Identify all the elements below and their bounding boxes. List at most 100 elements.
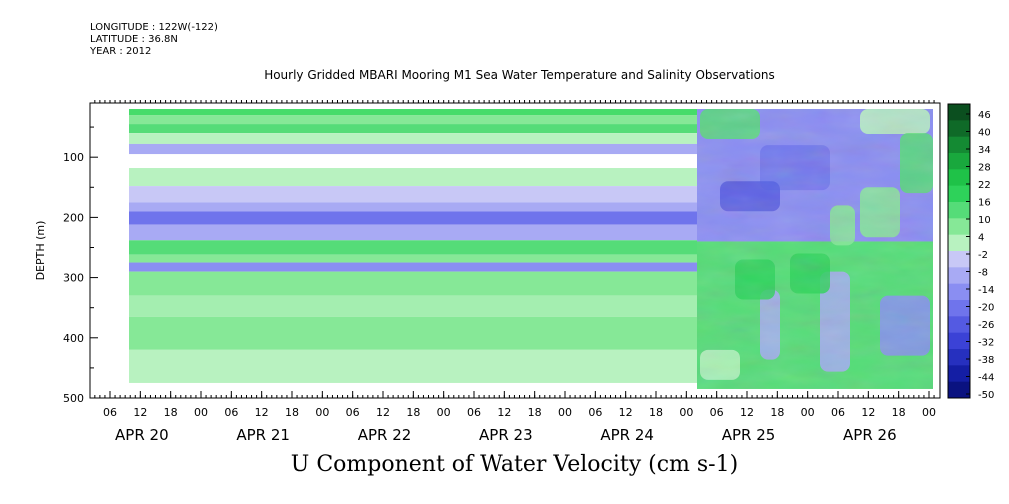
colorbar-swatch-2 <box>948 136 970 154</box>
colorbar-label: 46 <box>978 110 991 121</box>
depth-band-8 <box>129 202 697 212</box>
x-hour-label: 06 <box>710 406 724 419</box>
depth-band-15 <box>129 295 697 317</box>
depth-band-13 <box>129 262 697 272</box>
variable-title: U Component of Water Velocity (cm s-1) <box>290 452 739 477</box>
x-hour-label: 06 <box>467 406 481 419</box>
chart-title: Hourly Gridded MBARI Mooring M1 Sea Wate… <box>264 68 775 82</box>
depth-band-16 <box>129 316 697 350</box>
depth-band-12 <box>129 254 697 263</box>
colorbar-swatch-4 <box>948 169 970 187</box>
colorbar-frame <box>947 103 971 399</box>
y-tick-label-400: 400 <box>63 332 84 345</box>
x-day-label: APR 26 <box>843 426 897 444</box>
x-hour-label: 00 <box>194 406 208 419</box>
x-hour-label: 00 <box>801 406 815 419</box>
metadata-block: LONGITUDE : 122W(-122) LATITUDE : 36.8N … <box>90 22 218 58</box>
colorbar-swatch-15 <box>948 349 970 366</box>
x-hour-label: 12 <box>740 406 754 419</box>
x-hour-label: 12 <box>255 406 269 419</box>
x-day-label: APR 22 <box>358 426 412 444</box>
colorbar-label: 40 <box>978 128 991 139</box>
colorbar-swatch-1 <box>948 120 970 138</box>
depth-band-3 <box>129 133 697 144</box>
year-label: YEAR : 2012 <box>90 46 152 57</box>
x-hour-label: 00 <box>679 406 693 419</box>
colorbar-swatch-0 <box>948 104 970 121</box>
depth-band-4 <box>129 143 697 155</box>
x-day-label: APR 24 <box>600 426 654 444</box>
x-hour-label: 18 <box>164 406 178 419</box>
colorbar-label: 34 <box>978 145 991 156</box>
depth-band-6 <box>129 168 697 187</box>
depth-band-5 <box>129 154 697 169</box>
x-hour-label: 12 <box>376 406 390 419</box>
x-hour-label: 00 <box>315 406 329 419</box>
plot-frame <box>89 102 941 399</box>
colorbar-label: -2 <box>978 250 988 261</box>
colorbar-label: -8 <box>978 268 988 279</box>
depth-band-0 <box>129 109 697 116</box>
depth-band-11 <box>129 240 697 255</box>
colorbar-label: 10 <box>978 215 991 226</box>
colorbar-swatch-7 <box>948 218 970 236</box>
colorbar-swatch-9 <box>948 251 970 268</box>
depth-band-2 <box>129 124 697 134</box>
x-hour-label: 12 <box>861 406 875 419</box>
longitude-label: LONGITUDE : 122W(-122) <box>90 22 218 33</box>
colorbar-label: -38 <box>978 355 994 366</box>
x-hour-label: 12 <box>133 406 147 419</box>
y-tick-label-100: 100 <box>63 151 84 164</box>
colorbar-label: -32 <box>978 338 994 349</box>
depth-band-7 <box>129 186 697 203</box>
colorbar-label: 22 <box>978 180 991 191</box>
x-day-label: APR 20 <box>115 426 169 444</box>
colorbar-label: -26 <box>978 320 994 331</box>
x-hour-label: 06 <box>588 406 602 419</box>
x-hour-label: 12 <box>619 406 633 419</box>
colorbar-swatch-6 <box>948 202 970 219</box>
x-hour-label: 18 <box>649 406 663 419</box>
y-tick-label-300: 300 <box>63 272 84 285</box>
colorbar-swatch-13 <box>948 316 970 334</box>
x-hour-label: 18 <box>285 406 299 419</box>
colorbar-swatch-11 <box>948 283 970 301</box>
x-hour-label: 00 <box>558 406 572 419</box>
x-hour-label: 00 <box>922 406 936 419</box>
x-hour-label: 18 <box>892 406 906 419</box>
y-axis-label: DEPTH (m) <box>34 221 47 281</box>
x-hour-label: 12 <box>497 406 511 419</box>
y-tick-label-500: 500 <box>63 392 84 405</box>
latitude-label: LATITUDE : 36.8N <box>90 34 178 45</box>
colorbar-label: 4 <box>978 233 984 244</box>
x-hour-label: 06 <box>346 406 360 419</box>
x-day-label: APR 21 <box>236 426 290 444</box>
colorbar-swatch-14 <box>948 332 970 350</box>
colorbar-swatch-8 <box>948 234 970 252</box>
velocity-texture <box>697 109 933 389</box>
x-hour-label: 06 <box>103 406 117 419</box>
x-day-label: APR 25 <box>722 426 776 444</box>
depth-band-14 <box>129 271 697 296</box>
colorbar-label: -14 <box>978 285 994 296</box>
depth-band-10 <box>129 224 697 241</box>
colorbar-label: 28 <box>978 163 991 174</box>
depth-band-17 <box>129 349 697 383</box>
x-hour-label: 18 <box>770 406 784 419</box>
colorbar-label: -44 <box>978 373 994 384</box>
colorbar-swatch-16 <box>948 365 970 383</box>
x-hour-label: 06 <box>831 406 845 419</box>
colorbar-swatch-17 <box>948 381 970 399</box>
colorbar-label: 16 <box>978 198 991 209</box>
x-hour-label: 18 <box>528 406 542 419</box>
depth-band-9 <box>129 211 697 225</box>
x-hour-label: 00 <box>437 406 451 419</box>
y-tick-label-200: 200 <box>63 211 84 224</box>
x-hour-label: 18 <box>406 406 420 419</box>
colorbar-swatch-3 <box>948 153 970 170</box>
x-day-label: APR 23 <box>479 426 533 444</box>
colorbar-label: -20 <box>978 303 994 314</box>
depth-band-1 <box>129 115 697 125</box>
colorbar-swatch-12 <box>948 300 970 317</box>
